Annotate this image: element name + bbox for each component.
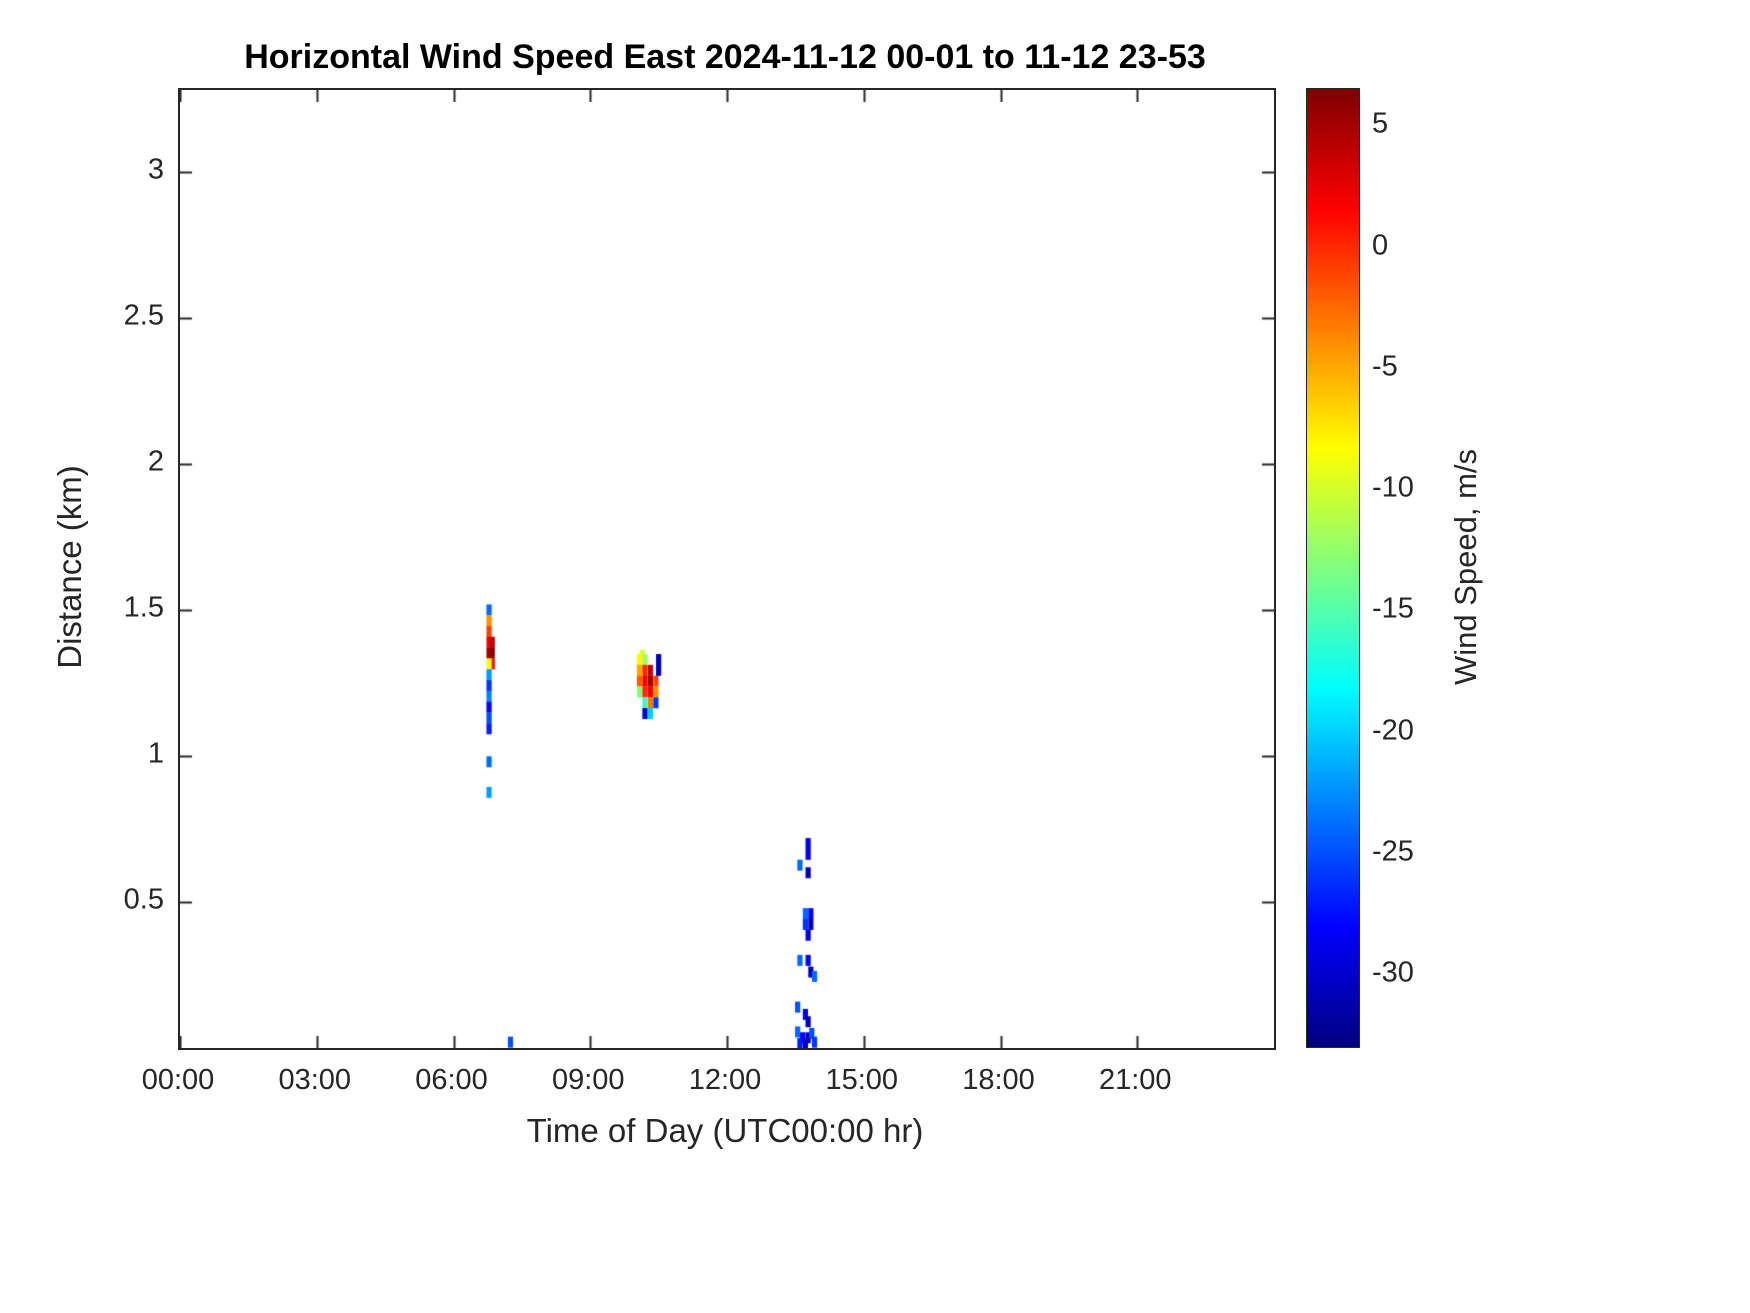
x-tick-label: 12:00 bbox=[688, 1064, 762, 1096]
colorbar-tick-label: -10 bbox=[1372, 471, 1414, 504]
colorbar bbox=[1306, 88, 1360, 1048]
colorbar-tick-label: -5 bbox=[1372, 350, 1398, 383]
x-axis-label: Time of Day (UTC00:00 hr) bbox=[526, 1112, 924, 1149]
colorbar-tick-label: -20 bbox=[1372, 714, 1414, 747]
y-tick-label: 2.5 bbox=[123, 299, 164, 332]
plot-area bbox=[178, 88, 1276, 1050]
x-tick-label: 06:00 bbox=[415, 1064, 488, 1096]
x-tick-label: 21:00 bbox=[1098, 1064, 1172, 1096]
colorbar-tick-label: -25 bbox=[1372, 835, 1414, 868]
colorbar-tick-label: -30 bbox=[1372, 956, 1414, 989]
colorbar-tick-label: -15 bbox=[1372, 592, 1414, 625]
y-tick-label: 2 bbox=[147, 445, 164, 478]
x-tick-label: 00:00 bbox=[141, 1064, 215, 1096]
y-tick-label: 1 bbox=[147, 737, 164, 770]
colorbar-label: Wind Speed, m/s bbox=[1448, 448, 1483, 686]
x-tick-label: 15:00 bbox=[825, 1064, 899, 1096]
colorbar-tick-label: 5 bbox=[1372, 107, 1389, 140]
heatmap-canvas bbox=[180, 90, 1274, 1048]
x-tick-label: 09:00 bbox=[551, 1064, 625, 1096]
y-tick-label: 3 bbox=[147, 153, 164, 186]
colorbar-canvas bbox=[1307, 89, 1359, 1047]
chart-title: Horizontal Wind Speed East 2024-11-12 00… bbox=[244, 38, 1206, 76]
x-tick-label: 03:00 bbox=[278, 1064, 352, 1096]
y-tick-label: 0.5 bbox=[123, 883, 164, 916]
x-tick-label: 18:00 bbox=[962, 1064, 1035, 1096]
colorbar-tick-label: 0 bbox=[1372, 229, 1389, 262]
y-tick-label: 1.5 bbox=[123, 591, 164, 624]
y-axis-label: Distance (km) bbox=[51, 465, 88, 669]
